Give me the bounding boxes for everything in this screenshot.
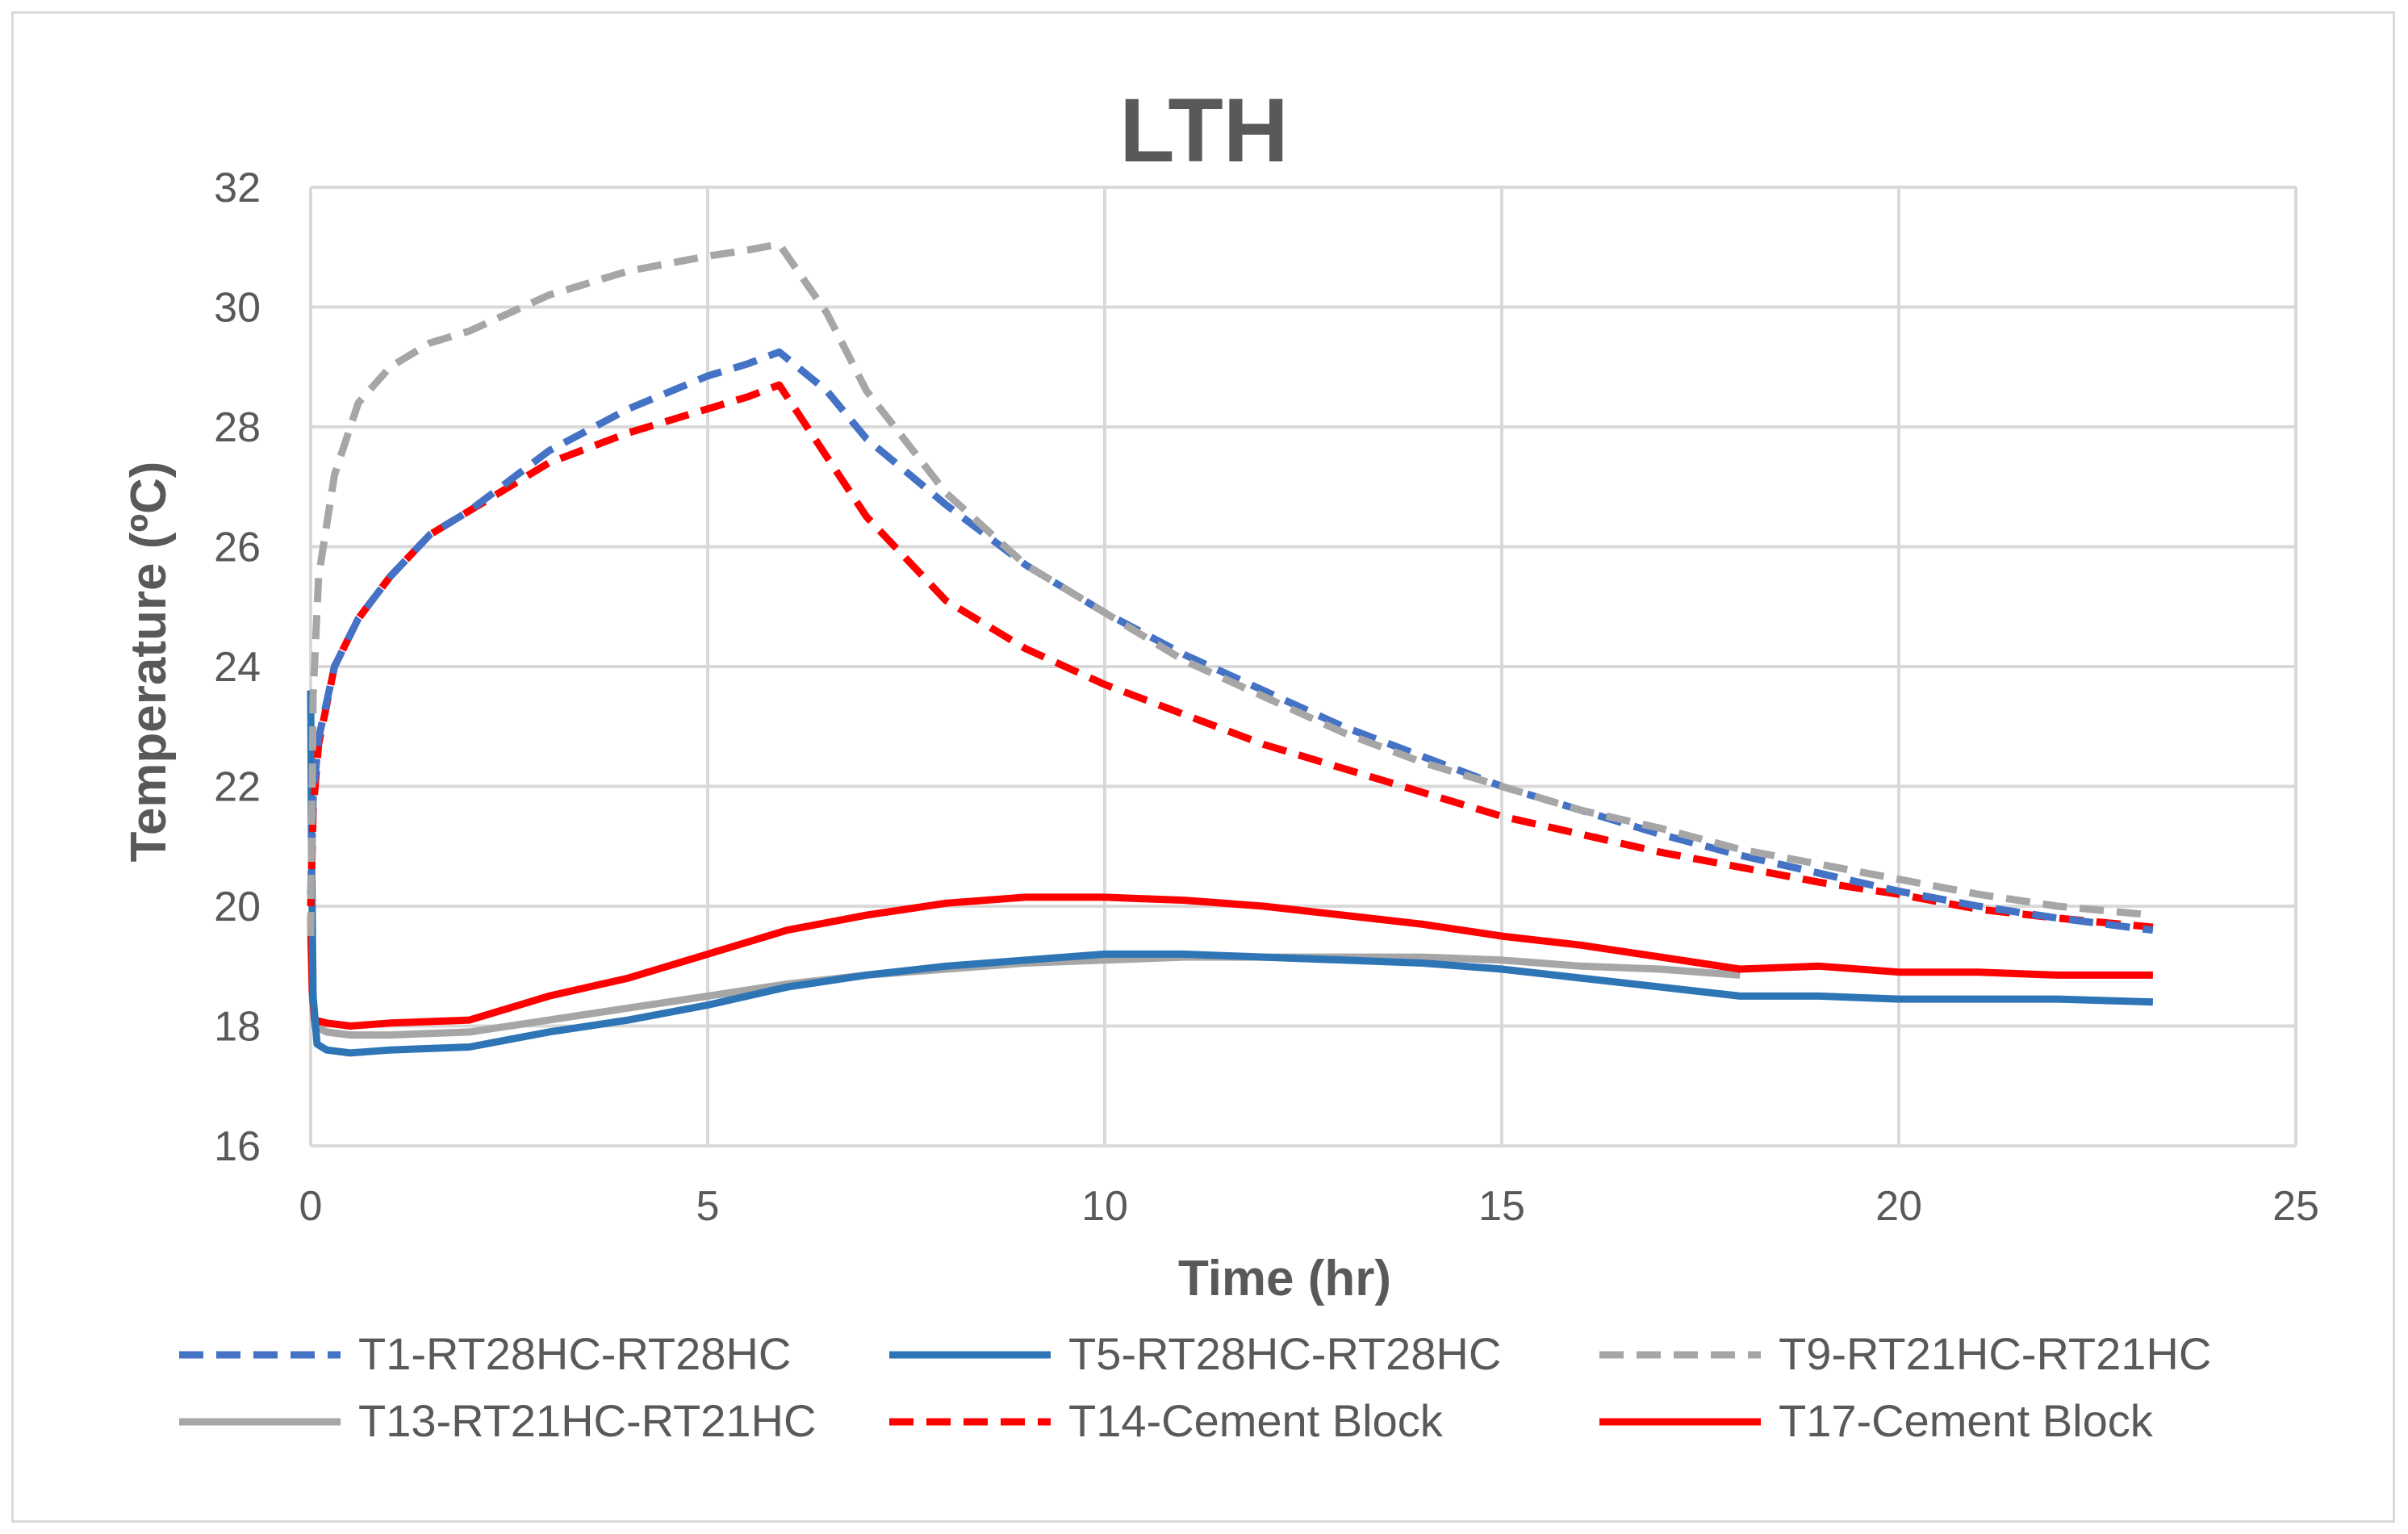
y-tick-label: 20 xyxy=(214,884,261,930)
y-tick-label: 22 xyxy=(214,764,261,811)
x-tick-label: 5 xyxy=(696,1183,720,1230)
x-tick-label: 10 xyxy=(1081,1183,1128,1230)
chart-frame xyxy=(11,11,2395,1523)
legend-label: T5-RT28HC-RT28HC xyxy=(1068,1328,1501,1379)
legend-label: T13-RT21HC-RT21HC xyxy=(358,1395,816,1446)
x-tick-label: 25 xyxy=(2272,1183,2319,1230)
legend-label: T1-RT28HC-RT28HC xyxy=(358,1328,791,1379)
y-axis-title: Temperature (ºC) xyxy=(121,462,177,863)
legend-label: T14-Cement Block xyxy=(1068,1395,1444,1446)
y-tick-label: 24 xyxy=(214,644,261,691)
y-tick-label: 28 xyxy=(214,404,261,451)
series-line-t9-rt21hc-rt21hc xyxy=(307,240,2154,937)
chart-title: LTH xyxy=(1119,80,1288,181)
y-tick-label: 30 xyxy=(214,285,261,332)
legend-label: T17-Cement Block xyxy=(1779,1395,2154,1446)
series-line-t14-cement-block xyxy=(307,381,2154,931)
x-axis-title: Time (hr) xyxy=(1178,1251,1391,1306)
series-line-t1-rt28hc-rt28hc xyxy=(307,348,2154,934)
y-tick-label: 18 xyxy=(214,1004,261,1051)
series-line-t5-rt28hc-rt28hc xyxy=(307,690,2154,1057)
grid-lines xyxy=(309,186,2297,1147)
y-axis-ticks: 16 18 20 22 24 26 28 30 32 xyxy=(214,165,261,1170)
y-tick-label: 16 xyxy=(214,1123,261,1170)
x-tick-label: 20 xyxy=(1875,1183,1922,1230)
legend-label: T9-RT21HC-RT21HC xyxy=(1779,1328,2211,1379)
y-tick-label: 32 xyxy=(214,165,261,211)
series-lines xyxy=(307,240,2154,1057)
x-tick-label: 15 xyxy=(1478,1183,1525,1230)
x-axis-ticks: 0 5 10 15 20 25 xyxy=(299,1183,2319,1230)
series-line-t17-cement-block xyxy=(307,893,2153,1030)
y-tick-label: 26 xyxy=(214,525,261,571)
legend: T1-RT28HC-RT28HC T5-RT28HC-RT28HC T9-RT21H… xyxy=(179,1328,2211,1446)
x-tick-label: 0 xyxy=(299,1183,323,1230)
series-line-t13-rt21hc-rt21hc xyxy=(307,935,1741,1039)
